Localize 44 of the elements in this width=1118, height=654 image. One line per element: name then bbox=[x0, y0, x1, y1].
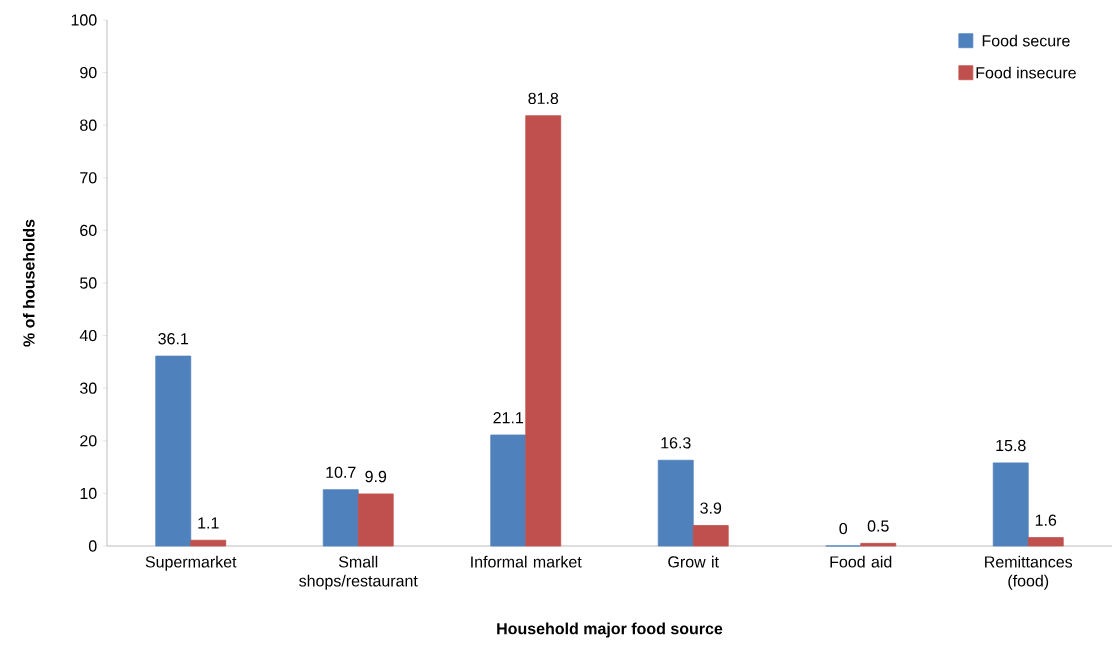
y-tick-label: 50 bbox=[80, 277, 97, 289]
bar bbox=[322, 489, 359, 547]
legend-label: Food insecure bbox=[976, 66, 1076, 79]
y-tick-label: 20 bbox=[80, 435, 97, 447]
x-axis-title: Household major food source bbox=[497, 622, 723, 638]
y-tick-label: 100 bbox=[71, 14, 97, 26]
data-label: 0.5 bbox=[867, 520, 889, 532]
data-label: 36.1 bbox=[158, 333, 189, 345]
bar bbox=[490, 434, 527, 547]
x-tick-label: Remittances (food) bbox=[985, 555, 1073, 590]
y-tick-label: 10 bbox=[80, 487, 97, 500]
bar bbox=[860, 542, 897, 547]
bar bbox=[1027, 537, 1064, 547]
data-label: 9.9 bbox=[365, 470, 387, 483]
bar bbox=[657, 459, 694, 547]
y-tick-label: 40 bbox=[79, 329, 97, 342]
x-tick-label: Supermarket bbox=[145, 555, 237, 571]
data-label: 1.1 bbox=[198, 517, 219, 529]
y-tick-label: 70 bbox=[80, 172, 97, 184]
x-tick-label: Informal market bbox=[471, 555, 582, 568]
bar bbox=[525, 115, 562, 547]
y-tick-label: 60 bbox=[80, 224, 97, 237]
bar bbox=[357, 493, 394, 547]
data-label: 15.8 bbox=[996, 439, 1026, 452]
x-tick-label: Grow it bbox=[668, 555, 719, 568]
x-tick-label: Food aid bbox=[830, 555, 892, 568]
data-label: 21.1 bbox=[493, 412, 524, 424]
legend-label: Food secure bbox=[982, 34, 1070, 47]
y-tick-label: 30 bbox=[80, 382, 97, 394]
y-tick-label: 90 bbox=[80, 66, 97, 79]
y-axis-title: % of households bbox=[22, 219, 35, 347]
bar bbox=[992, 462, 1029, 547]
data-label: 10.7 bbox=[326, 466, 356, 478]
bar bbox=[190, 539, 227, 547]
data-label: 16.3 bbox=[661, 437, 691, 449]
data-label: 1.6 bbox=[1035, 514, 1057, 526]
data-label: 3.9 bbox=[700, 502, 722, 514]
data-label: 81.8 bbox=[528, 92, 559, 104]
bar bbox=[155, 355, 192, 547]
x-tick-label: Small shops/restaurant bbox=[299, 555, 418, 590]
y-tick-label: 80 bbox=[80, 119, 97, 131]
data-label: 0 bbox=[839, 522, 848, 535]
y-tick-label: 0 bbox=[88, 540, 97, 552]
bar bbox=[692, 525, 729, 547]
